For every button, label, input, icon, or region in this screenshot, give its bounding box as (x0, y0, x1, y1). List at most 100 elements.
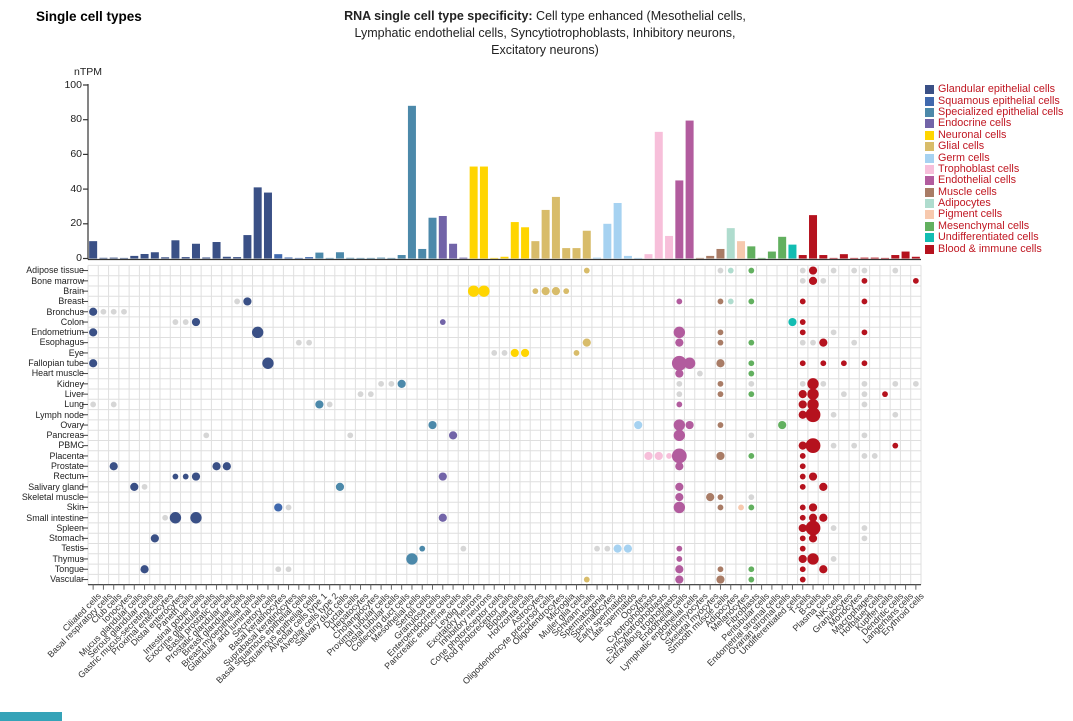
dot-Esophagus-Squamous epithelial cells[interactable] (306, 339, 313, 346)
dot-Breast-Breast glandular cells[interactable] (234, 298, 241, 305)
dot-Bronchus-Club cells[interactable] (110, 308, 117, 315)
partial-button-fragment[interactable] (0, 712, 62, 721)
dot-Skeletal muscle-Endothelial cells[interactable] (675, 493, 684, 502)
dot-Stomach-Gastric mucus-secreting cells[interactable] (150, 534, 159, 543)
dot-Lymph node-Dendritic cells[interactable] (892, 411, 899, 418)
bar-Proximal enterocytes[interactable] (161, 257, 170, 259)
dot-Testis-Spermatogonia[interactable] (594, 545, 600, 552)
bar-Kupffer cells[interactable] (881, 257, 890, 259)
dot-Placenta-Cytotrophoblasts[interactable] (644, 451, 653, 461)
bar-Breast myoepithelial cells[interactable] (243, 235, 252, 259)
bar-Late spermatids[interactable] (623, 255, 632, 259)
dot-Colon-Paneth cells[interactable] (182, 319, 189, 325)
dot-Liver-Granulocytes[interactable] (840, 391, 847, 398)
dot-Endometrium-Macrophages[interactable] (861, 329, 868, 336)
dot-Tongue-Fibroblasts[interactable] (748, 566, 755, 573)
dot-Endometrium-NK-cells[interactable] (830, 329, 837, 336)
dot-Fallopian tube-Smooth muscle cells[interactable] (716, 359, 725, 368)
bar-Skeletal myocytes[interactable] (706, 255, 715, 259)
dot-Eye-Rod photoreceptor cells[interactable] (501, 350, 508, 356)
dot-Placenta-Endothelial cells[interactable] (671, 448, 687, 464)
bar-Pancreatic endocrine cells[interactable] (449, 243, 458, 259)
dot-Esophagus-B-cells[interactable] (810, 339, 816, 346)
bar-Mesothelial cells[interactable] (407, 105, 416, 259)
dot-Salivary gland-Serous glandular cells[interactable] (141, 483, 148, 490)
bar-Hofbauer cells[interactable] (870, 257, 879, 259)
dot-Lung-Club cells[interactable] (110, 401, 117, 408)
bar-Erythroid cells[interactable] (911, 256, 920, 259)
dot-Liver-Macrophages[interactable] (861, 391, 868, 398)
dot-Testis-Sertoli cells[interactable] (419, 545, 426, 552)
bar-Ductal cells[interactable] (346, 257, 355, 259)
dot-Kidney-Fibroblasts[interactable] (748, 380, 755, 387)
dot-Fallopian tube-Secretory cells[interactable] (262, 357, 274, 369)
dot-Adipose tissue-Smooth muscle cells[interactable] (717, 267, 724, 274)
dot-Lung-Ciliated cells[interactable] (90, 401, 97, 408)
bar-Early spermatids[interactable] (613, 202, 622, 259)
dot-Adipose tissue-Schwann cells[interactable] (583, 267, 590, 274)
bar-Macrophages[interactable] (860, 257, 869, 259)
dot-Adipose tissue-NK-cells[interactable] (830, 267, 837, 274)
dot-Thymus-T-cells[interactable] (798, 554, 807, 564)
dot-Brain-Oligodendrocyte precursor cells[interactable] (541, 287, 550, 296)
dot-Breast-Breast myoepithelial cells[interactable] (243, 297, 252, 306)
bar-Cone photoreceptor cells[interactable] (490, 257, 499, 259)
dot-Thymus-Endothelial cells[interactable] (676, 556, 683, 562)
dot-Tongue-Smooth muscle cells[interactable] (717, 566, 724, 573)
dot-Fallopian tube-Endothelial cells[interactable] (671, 355, 687, 371)
bar-Sertoli cells[interactable] (418, 248, 427, 259)
bar-Secretory cells[interactable] (263, 192, 272, 259)
dot-Esophagus-Monocytes[interactable] (851, 339, 858, 346)
bar-Horizontal cells[interactable] (521, 227, 530, 259)
dot-Adipose tissue-T-cells[interactable] (799, 267, 806, 274)
dot-Breast-Fibroblasts[interactable] (748, 298, 755, 305)
dot-Breast-T-cells[interactable] (799, 298, 806, 305)
dot-Prostate-Prostatic glandular cells[interactable] (222, 462, 231, 471)
bar-Cytotrophoblasts[interactable] (644, 254, 653, 259)
dot-Bronchus-Ionocytes[interactable] (121, 308, 127, 315)
dot-Placenta-Hofbauer cells[interactable] (871, 453, 878, 459)
dot-Small intestine-Enteroendocrine cells[interactable] (438, 513, 447, 522)
dot-Prostate-T-cells[interactable] (799, 463, 806, 470)
bar-Undifferentiated cells[interactable] (788, 244, 797, 259)
bar-Exocrine glandular cells[interactable] (202, 257, 211, 259)
bar-Adipocytes[interactable] (726, 228, 735, 259)
dot-Pancreas-Pancreatic endocrine cells[interactable] (448, 431, 458, 440)
dot-Lung-Macrophages[interactable] (861, 401, 868, 408)
dot-Skin-Melanocytes[interactable] (738, 504, 744, 511)
dot-Placenta-T-cells[interactable] (799, 453, 806, 459)
dot-Stomach-Macrophages[interactable] (861, 535, 868, 542)
dot-Rectum-Paneth cells[interactable] (182, 473, 189, 480)
bar-Enteroendocrine cells[interactable] (438, 215, 447, 259)
bar-Smooth muscle cells[interactable] (716, 248, 725, 259)
dot-Kidney-B-cells[interactable] (807, 378, 819, 390)
dot-Rectum-Enteroendocrine cells[interactable] (438, 472, 447, 481)
dot-Liver-Endothelial cells[interactable] (676, 391, 683, 398)
dot-Salivary gland-Mucus glandular cells[interactable] (130, 482, 139, 491)
dot-Salivary gland-Plasma cells[interactable] (819, 482, 828, 491)
dot-Vascular-Schwann cells[interactable] (583, 576, 590, 583)
dot-Endometrium-T-cells[interactable] (799, 329, 806, 336)
dot-Pancreas-Exocrine glandular cells[interactable] (203, 432, 210, 439)
dot-Liver-Smooth muscle cells[interactable] (717, 391, 724, 398)
dot-Ovary-Oocytes[interactable] (634, 420, 643, 430)
dot-Liver-Kupffer cells[interactable] (882, 391, 888, 398)
dot-Spleen-B-cells[interactable] (805, 520, 821, 536)
dot-Liver-Fibroblasts[interactable] (748, 391, 755, 398)
bar-Endothelial cells[interactable] (675, 180, 684, 259)
bar-Oligodendrocytes[interactable] (551, 196, 560, 259)
dot-Eye-Muller glia cells[interactable] (573, 350, 580, 356)
dot-PBMC-NK-cells[interactable] (830, 442, 837, 449)
bar-Plasma cells[interactable] (819, 255, 828, 259)
dot-Kidney-Dendritic cells[interactable] (892, 380, 899, 387)
dot-Pancreas-Ductal cells[interactable] (347, 432, 354, 439)
dot-Heart muscle-Fibroblasts[interactable] (748, 370, 755, 377)
dot-Stomach-B-cells[interactable] (808, 534, 818, 543)
dot-Kidney-Endothelial cells[interactable] (676, 380, 683, 387)
bar-Spermatogonia[interactable] (593, 257, 602, 259)
bar-Alveolar cells type 2[interactable] (325, 257, 334, 259)
dot-Esophagus-Schwann cells[interactable] (582, 338, 591, 347)
bar-Breast glandular cells[interactable] (233, 257, 242, 259)
dot-Small intestine-Plasma cells[interactable] (819, 513, 828, 522)
bar-Serous glandular cells[interactable] (140, 253, 149, 259)
